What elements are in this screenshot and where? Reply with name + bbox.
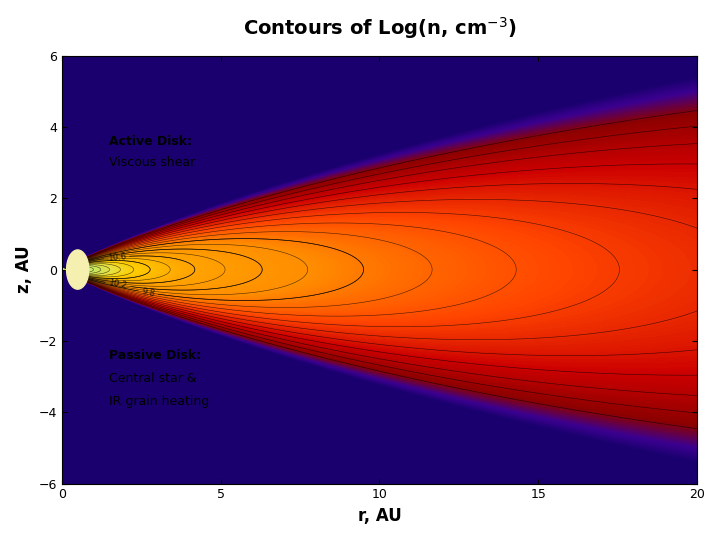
- Title: Contours of Log(n, cm$^{-3}$): Contours of Log(n, cm$^{-3}$): [243, 15, 516, 41]
- Text: Central star &: Central star &: [109, 372, 197, 385]
- Ellipse shape: [66, 250, 89, 289]
- Text: Passive Disk:: Passive Disk:: [109, 349, 202, 362]
- Text: Viscous shear: Viscous shear: [109, 156, 196, 169]
- Text: IR grain heating: IR grain heating: [109, 395, 210, 408]
- Y-axis label: z, AU: z, AU: [15, 246, 33, 293]
- Text: 10.6: 10.6: [107, 252, 126, 262]
- Text: 11.0: 11.0: [63, 267, 84, 280]
- Text: Active Disk:: Active Disk:: [109, 134, 192, 148]
- X-axis label: r, AU: r, AU: [358, 507, 401, 525]
- Text: 10.2: 10.2: [108, 279, 127, 291]
- Text: 9.8: 9.8: [140, 287, 156, 298]
